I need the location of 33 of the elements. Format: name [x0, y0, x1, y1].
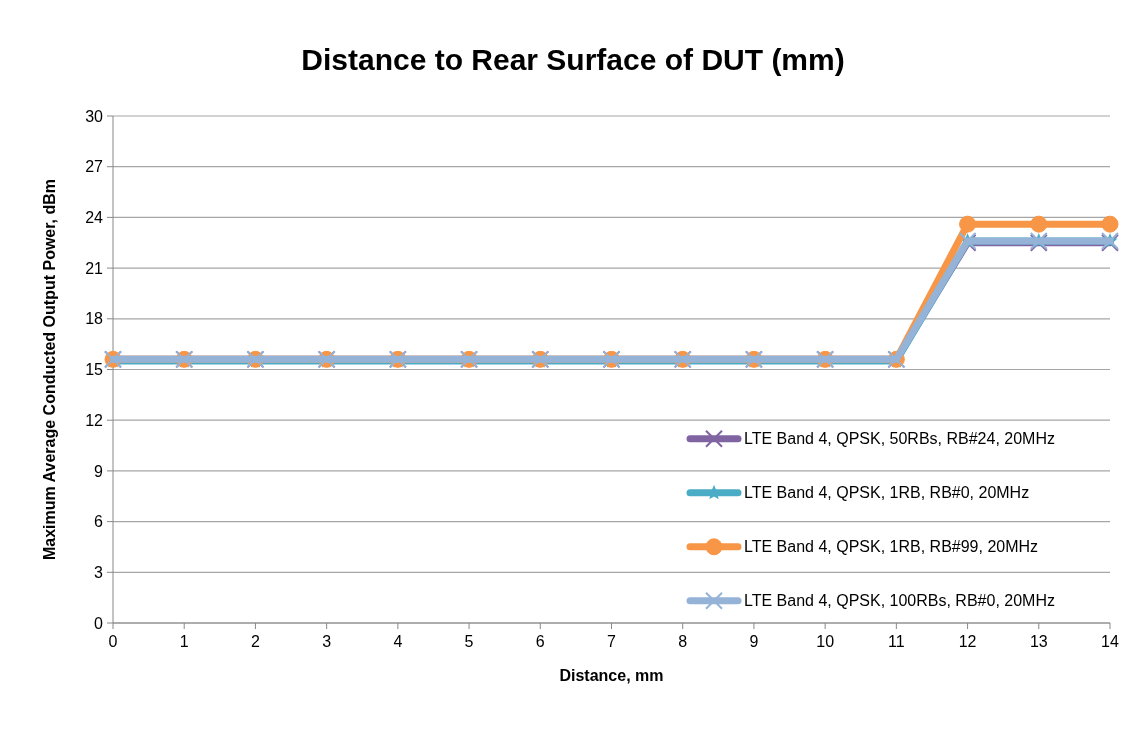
y-tick-label: 0 [94, 614, 104, 632]
x-tick-label: 0 [108, 633, 118, 650]
x-tick-label: 6 [535, 633, 545, 650]
y-axis-title: Maximum Average Conducted Output Power, dBm [41, 178, 58, 561]
x-tick-label: 3 [322, 633, 332, 650]
x-tick-label: 9 [749, 633, 759, 650]
x-tick-label: 7 [607, 633, 617, 650]
y-tick-label: 21 [85, 259, 104, 277]
x-tick-label: 2 [250, 633, 260, 650]
y-tick-label: 15 [85, 361, 104, 379]
y-tick-label: 24 [85, 209, 104, 226]
legend-label: LTE Band 4, QPSK, 50RBs, RB#24, 20MHz [744, 430, 1055, 448]
x-tick-label: 5 [464, 633, 474, 650]
x-tick-label: 10 [816, 633, 835, 650]
x-tick-label: 4 [393, 633, 403, 650]
legend-label: LTE Band 4, QPSK, 1RB, RB#0, 20MHz [744, 484, 1030, 502]
x-tick-label: 1 [179, 633, 189, 650]
y-tick-label: 9 [94, 462, 104, 480]
x-tick-label: 12 [958, 633, 977, 650]
chart-title: Distance to Rear Surface of DUT (mm) [301, 43, 845, 76]
x-tick-label: 8 [678, 633, 688, 650]
y-tick-label: 18 [85, 310, 104, 328]
x-tick-label: 14 [1101, 633, 1119, 650]
y-tick-label: 6 [94, 513, 104, 531]
x-axis-title: Distance, mm [559, 667, 664, 684]
legend-label: LTE Band 4, QPSK, 100RBs, RB#0, 20MHz [744, 592, 1055, 610]
y-tick-label: 3 [94, 563, 104, 581]
y-tick-label: 12 [85, 411, 104, 429]
legend-label: LTE Band 4, QPSK, 1RB, RB#99, 20MHz [744, 538, 1039, 556]
y-tick-label: 30 [85, 107, 104, 125]
y-tick-label: 27 [85, 158, 104, 176]
x-tick-label: 13 [1029, 633, 1048, 650]
x-tick-label: 11 [888, 633, 905, 650]
